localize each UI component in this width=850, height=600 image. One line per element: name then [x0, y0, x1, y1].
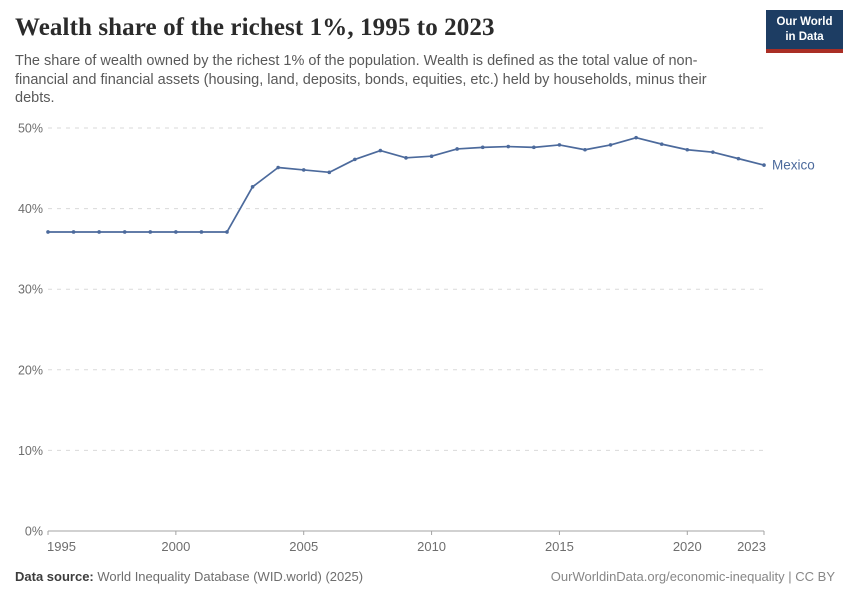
- data-point: [736, 156, 741, 161]
- data-point: [583, 147, 587, 152]
- data-point: [122, 230, 127, 234]
- data-point: [199, 230, 204, 234]
- data-point: [506, 144, 511, 149]
- data-point: [327, 170, 332, 175]
- x-axis-label: 2010: [417, 539, 446, 554]
- data-point: [711, 150, 715, 154]
- data-point: [225, 230, 229, 234]
- x-axis-label: 2015: [545, 539, 574, 554]
- y-axis-label: 50%: [18, 122, 43, 136]
- data-point: [455, 147, 459, 151]
- data-source: Data source: World Inequality Database (…: [15, 569, 363, 584]
- data-point: [404, 156, 408, 160]
- chart-subtitle: The share of wealth owned by the richest…: [15, 53, 707, 107]
- y-axis-label: 0%: [25, 525, 43, 539]
- data-source-value: World Inequality Database (WID.world) (2…: [97, 569, 364, 584]
- data-point: [762, 163, 766, 167]
- data-point: [378, 148, 383, 153]
- owid-logo-line2: in Data: [785, 30, 824, 43]
- data-point: [608, 143, 613, 147]
- x-axis-label: 2005: [289, 539, 318, 554]
- data-point: [353, 157, 357, 162]
- data-point: [480, 145, 485, 150]
- owid-logo-line1: Our World: [776, 16, 833, 28]
- data-point: [634, 135, 638, 140]
- footer: Data source: World Inequality Database (…: [15, 569, 835, 584]
- data-point: [148, 230, 153, 234]
- y-axis-label: 30%: [18, 283, 43, 297]
- data-point: [557, 143, 562, 147]
- data-point: [71, 230, 76, 234]
- data-point: [46, 230, 50, 234]
- data-point: [659, 142, 664, 146]
- data-point: [97, 230, 101, 234]
- y-axis-label: 20%: [18, 363, 43, 377]
- data-point: [429, 154, 434, 159]
- data-point: [301, 168, 306, 172]
- x-axis-label: 2000: [161, 539, 190, 554]
- page-title: Wealth share of the richest 1%, 1995 to …: [15, 14, 495, 41]
- chart-svg: 0% 10% 20% 30% 40% 50% 1995 2000 2005 2010 2015 202…: [18, 122, 815, 555]
- data-point: [250, 185, 255, 189]
- y-axis-label: 40%: [18, 202, 43, 216]
- data-point: [276, 165, 280, 170]
- y-axis-label: 10%: [18, 444, 43, 458]
- data-point: [532, 145, 536, 150]
- data-point: [685, 147, 690, 152]
- series-label-mexico[interactable]: Mexico: [772, 158, 815, 173]
- x-axis-label: 2020: [673, 539, 702, 554]
- data-line-mexico[interactable]: [47, 136, 765, 233]
- data-source-label: Data source:: [15, 569, 94, 584]
- attribution-link[interactable]: OurWorldinData.org/economic-inequality |…: [550, 569, 835, 584]
- x-axis-label: 1995: [47, 539, 76, 554]
- x-axis-label: 2023: [737, 539, 766, 554]
- line-chart: 0% 10% 20% 30% 40% 50% 1995 2000 2005 2010 2015 202…: [0, 115, 850, 565]
- data-point: [174, 230, 178, 234]
- owid-logo[interactable]: Our World in Data: [766, 10, 843, 53]
